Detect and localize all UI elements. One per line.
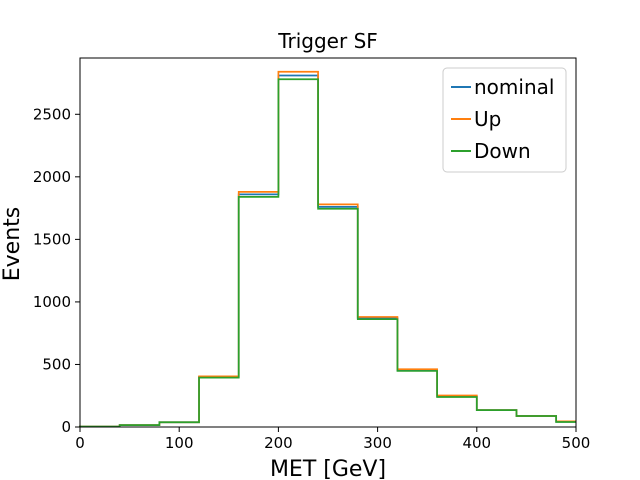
series-layer bbox=[79, 70, 576, 428]
x-tick-label: 0 bbox=[75, 434, 85, 452]
legend-box bbox=[442, 67, 567, 173]
y-tick-label: 2500 bbox=[33, 105, 71, 123]
y-axis-label: Events bbox=[0, 207, 25, 282]
x-tick-label: 500 bbox=[562, 434, 591, 452]
y-tick-label: 0 bbox=[61, 418, 71, 436]
legend-label-down: Down bbox=[474, 139, 531, 163]
x-axis-ticks: 0 100 200 300 400 500 bbox=[75, 427, 590, 452]
x-tick-label: 400 bbox=[462, 434, 491, 452]
x-tick-label: 200 bbox=[264, 434, 293, 452]
plot-frame bbox=[79, 57, 577, 428]
series-line-down bbox=[79, 78, 576, 428]
y-tick-label: 2000 bbox=[33, 168, 71, 186]
y-tick-label: 1500 bbox=[33, 230, 71, 248]
y-tick-label: 1000 bbox=[33, 293, 71, 311]
y-axis-ticks: 0 500 1000 1500 2000 2500 bbox=[33, 105, 80, 436]
chart-title: Trigger SF bbox=[277, 29, 378, 53]
y-tick-label: 500 bbox=[42, 355, 71, 373]
x-tick-label: 300 bbox=[363, 434, 392, 452]
x-tick-label: 100 bbox=[165, 434, 194, 452]
x-axis-label: MET [GeV] bbox=[270, 457, 386, 480]
legend: nominal Up Down bbox=[442, 67, 567, 173]
legend-label-up: Up bbox=[474, 107, 501, 131]
legend-label-nominal: nominal bbox=[474, 75, 554, 99]
